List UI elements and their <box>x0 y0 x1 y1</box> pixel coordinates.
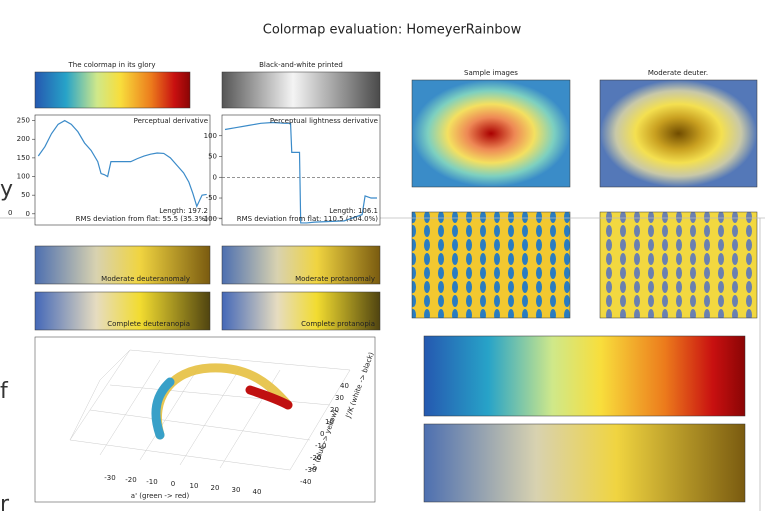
y-tick-label: 0 <box>26 210 30 218</box>
panel-title: The colormap in its glory <box>68 61 156 69</box>
tick-label: 10 <box>325 418 334 426</box>
colorbar <box>35 72 190 108</box>
figure: Colormap evaluation: HomeyerRainbow The … <box>0 0 765 511</box>
tick-label: 0 <box>171 480 175 488</box>
panel-title: Black-and-white printed <box>259 61 343 69</box>
y-tick-label: 200 <box>17 135 30 143</box>
sample-image <box>412 80 570 187</box>
y-tick-label: 50 <box>21 191 30 199</box>
y-tick-label: 100 <box>204 132 217 140</box>
tick-label: 0 <box>320 430 324 438</box>
background-text: f <box>0 379 9 404</box>
plot-3d <box>35 337 375 502</box>
page: {"title": "Colormap evaluation: HomeyerR… <box>0 0 765 511</box>
tick-label: -30 <box>305 466 316 474</box>
colorbar-label: Moderate deuteranomaly <box>101 275 190 283</box>
tick-label: 30 <box>335 394 344 402</box>
figure-title: Colormap evaluation: HomeyerRainbow <box>263 23 522 38</box>
background-text: y <box>0 177 13 202</box>
background-text: r <box>0 492 10 511</box>
y-tick-label: -50 <box>206 194 217 202</box>
plot-title: Perceptual lightness derivative <box>270 117 378 125</box>
panel-title: Sample images <box>464 69 518 77</box>
tick-label: -30 <box>104 474 115 482</box>
tick-label: 20 <box>211 484 220 492</box>
y-tick-label: 100 <box>17 173 30 181</box>
colorbar-label: Complete protanopia <box>301 320 375 328</box>
colorbar <box>222 72 380 108</box>
tick-label: -20 <box>125 476 136 484</box>
colorbar-large <box>424 336 745 416</box>
tick-label: 30 <box>232 486 241 494</box>
plot-title: Perceptual derivative <box>134 117 208 125</box>
axis-label: a' (green -> red) <box>131 492 190 500</box>
colorbar-label: Complete deuteranopia <box>107 320 190 328</box>
panel-title: Moderate deuter. <box>648 69 708 77</box>
annotation: RMS deviation from flat: 55.5 (35.3%) <box>76 215 209 223</box>
annotation: Length: 106.1 <box>329 207 378 215</box>
colorbar-large <box>424 424 745 502</box>
y-tick-label: 250 <box>17 117 30 125</box>
tick-label: 20 <box>330 406 339 414</box>
tick-label: 40 <box>253 488 262 496</box>
sample-image <box>600 212 757 318</box>
y-tick-label: 50 <box>208 153 217 161</box>
tick-label: 10 <box>190 482 199 490</box>
sample-image <box>412 212 570 318</box>
y-tick-label: 0 <box>213 173 217 181</box>
tick-label: -20 <box>310 454 321 462</box>
tick-label: -10 <box>146 478 157 486</box>
y-tick-label: -100 <box>201 215 217 223</box>
y-tick-label: 150 <box>17 154 30 162</box>
background-text: 0 <box>8 209 12 217</box>
tick-label: -10 <box>315 442 326 450</box>
sample-image <box>600 80 757 187</box>
annotation: RMS deviation from flat: 110.5 (104.0%) <box>237 215 379 223</box>
tick-label: 40 <box>340 382 349 390</box>
colorbar-label: Moderate protanomaly <box>295 275 375 283</box>
tick-label: -40 <box>300 478 311 486</box>
